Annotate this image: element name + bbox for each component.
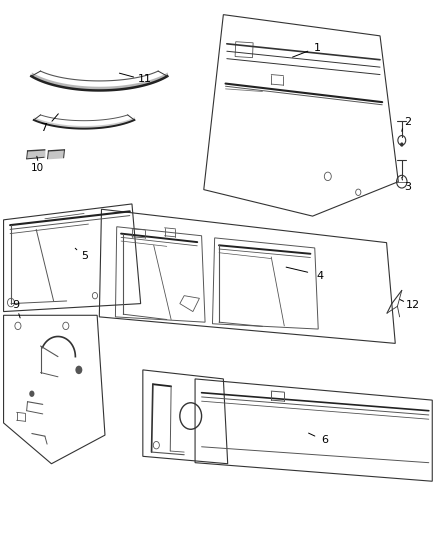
Text: 5: 5 bbox=[81, 251, 88, 261]
Bar bbox=[235, 42, 253, 58]
Text: 11: 11 bbox=[138, 74, 152, 84]
Text: 6: 6 bbox=[321, 435, 328, 446]
Text: 9: 9 bbox=[12, 300, 19, 310]
Text: 1: 1 bbox=[314, 43, 321, 53]
Text: 2: 2 bbox=[404, 117, 411, 127]
Text: 7: 7 bbox=[40, 123, 47, 133]
Text: 12: 12 bbox=[406, 300, 420, 310]
Text: 4: 4 bbox=[316, 271, 324, 280]
Circle shape bbox=[75, 366, 82, 374]
Text: 3: 3 bbox=[404, 182, 411, 192]
Circle shape bbox=[400, 142, 403, 147]
Text: 10: 10 bbox=[31, 164, 44, 173]
Circle shape bbox=[29, 391, 35, 397]
